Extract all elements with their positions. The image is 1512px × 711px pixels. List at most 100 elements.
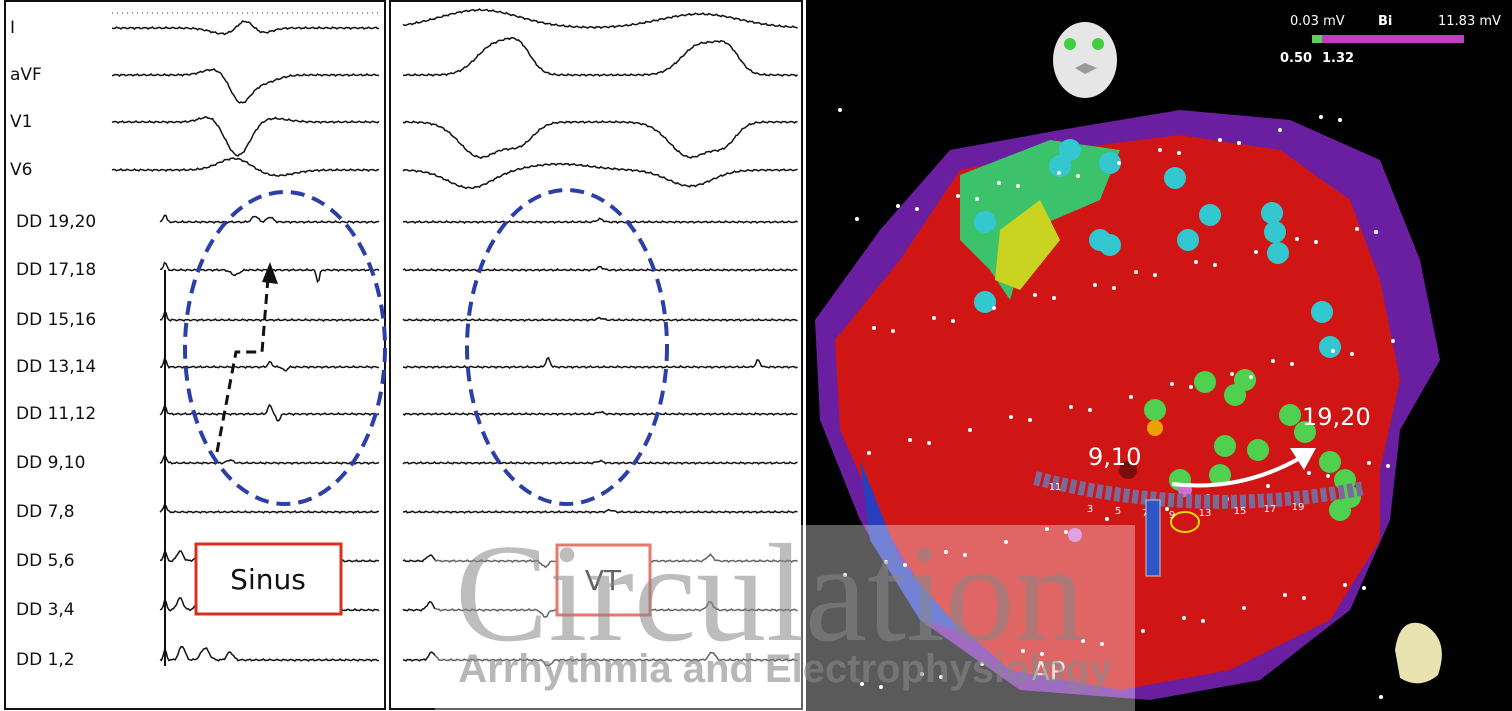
lead-label: DD 17,18 [16,260,96,280]
electrode-label: 13 [1199,508,1212,519]
point [1307,471,1311,475]
point [1391,339,1395,343]
electrode-label: 15 [1234,506,1247,517]
page: {"sinus_panel": {"leads": ["I", "aVF", "… [0,0,1512,711]
point [1283,593,1287,597]
point [1028,418,1032,422]
scale-mode: Bi [1378,14,1392,29]
tag [1099,234,1121,256]
point [1052,296,1056,300]
point [1242,606,1246,610]
point [1088,408,1092,412]
tag [1329,499,1351,521]
point [1338,118,1342,122]
point [1290,362,1294,366]
point [932,316,936,320]
scale-bar [1312,35,1322,43]
point [1362,586,1366,590]
point [975,197,979,201]
point [867,451,871,455]
figure: IaVFV1V6DD 19,20DD 17,18DD 15,16DD 13,14… [0,0,1512,711]
point [855,217,859,221]
box-label: Sinus [230,563,306,596]
point [1326,474,1330,478]
high-threshold: 1.32 [1322,51,1354,66]
tag [1279,404,1301,426]
point [1134,270,1138,274]
point [1237,141,1241,145]
tag [1194,371,1216,393]
tag [1261,202,1283,224]
point [1266,484,1270,488]
tag [1319,451,1341,473]
point [1170,382,1174,386]
tag [1311,301,1333,323]
point [1153,273,1157,277]
point [891,329,895,333]
point [1331,349,1335,353]
point [1182,616,1186,620]
tag [1147,420,1163,436]
point [1117,161,1121,165]
point [1295,237,1299,241]
point [915,207,919,211]
lead-label: DD 19,20 [16,212,96,232]
point [1302,596,1306,600]
point [1189,385,1193,389]
tag [1177,229,1199,251]
point [1069,405,1073,409]
low-threshold: 0.50 [1280,51,1312,66]
point [1278,128,1282,132]
tag [1164,167,1186,189]
tag [1267,242,1289,264]
electrode-label: 19 [1292,502,1305,513]
point [1213,263,1217,267]
tag [974,211,996,233]
electrode-label: 17 [1264,504,1277,515]
point [1218,138,1222,142]
lead-label: aVF [10,65,42,85]
tag [1319,336,1341,358]
point [956,194,960,198]
tag [1199,204,1221,226]
point [1194,260,1198,264]
lead-label: DD 11,12 [16,404,96,424]
label-start: 9,10 [1088,443,1141,471]
point [1141,629,1145,633]
point [896,204,900,208]
tag [1214,435,1236,457]
point [1367,461,1371,465]
point [872,326,876,330]
point [1249,375,1253,379]
point [1319,115,1323,119]
point [1033,293,1037,297]
lead-label: V1 [10,112,32,132]
orientation-head [1053,22,1117,98]
lead-label: DD 9,10 [16,453,85,473]
scale-min: 0.03 mV [1290,14,1345,29]
scale-bar [1322,35,1464,43]
point [908,438,912,442]
point [1374,230,1378,234]
point [1177,151,1181,155]
point [1057,171,1061,175]
point [927,441,931,445]
point [1093,283,1097,287]
point [997,181,1001,185]
point [992,306,996,310]
lead-label: V6 [10,160,32,180]
point [1129,395,1133,399]
lead-label: I [10,18,15,38]
tag [974,291,996,313]
tag [1144,399,1166,421]
point [1379,695,1383,699]
tag [1224,384,1246,406]
point [1254,250,1258,254]
lead-label: DD 1,2 [16,650,75,670]
lead-label: DD 3,4 [16,600,75,620]
eye [1064,38,1076,50]
point [1201,619,1205,623]
point [1355,227,1359,231]
electrode-label: 5 [1115,506,1121,517]
point [1314,240,1318,244]
